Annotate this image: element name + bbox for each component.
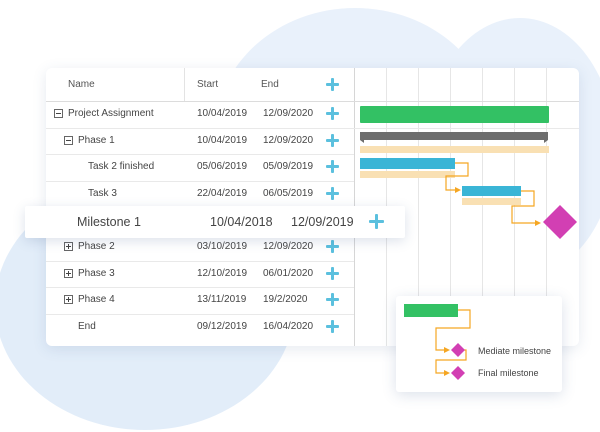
column-header-name[interactable]: Name <box>68 79 95 90</box>
add-subtask-button[interactable] <box>326 266 339 280</box>
task-end: 12/09/2020 <box>263 241 314 252</box>
add-subtask-button[interactable] <box>326 293 339 307</box>
table-row[interactable]: Phase 1 10/04/2019 12/09/2020 <box>46 128 354 156</box>
add-task-header-button[interactable] <box>326 78 339 91</box>
legend-panel: Mediate milestone Final milestone <box>396 296 562 392</box>
add-subtask-button[interactable] <box>326 319 339 333</box>
task-start: 10/04/2019 <box>197 134 248 146</box>
table-row[interactable]: Project Assignment 10/04/2019 12/09/2020 <box>46 101 354 129</box>
column-divider <box>184 68 185 101</box>
add-subtask-button[interactable] <box>326 133 339 147</box>
task-name: Phase 4 <box>78 294 115 306</box>
table-row[interactable]: Phase 4 13/11/2019 19/2/2020 <box>46 287 354 315</box>
expand-icon[interactable] <box>64 242 73 251</box>
collapse-icon[interactable] <box>54 109 63 118</box>
grid-header: Name Start End <box>46 68 579 102</box>
legend-final-label: Final milestone <box>478 368 539 378</box>
expand-icon[interactable] <box>64 295 73 305</box>
table-row[interactable]: Phase 3 12/10/2019 06/01/2020 <box>46 261 354 289</box>
task-end: 16/04/2020 <box>263 320 314 332</box>
task-start: 10/04/2019 <box>197 108 248 119</box>
milestone-start: 10/04/2018 <box>210 215 273 229</box>
column-header-start[interactable]: Start <box>197 79 219 90</box>
table-row[interactable]: Task 2 finished 05/06/2019 05/09/2019 <box>46 154 354 182</box>
table-row[interactable]: Phase 2 03/10/2019 12/09/2020 <box>46 234 354 262</box>
task-end: 06/01/2020 <box>263 267 314 279</box>
task-start: 22/04/2019 <box>197 187 248 199</box>
task-name: Phase 2 <box>78 241 115 252</box>
table-row[interactable]: End 09/12/2019 16/04/2020 <box>46 314 354 341</box>
task-name: Project Assignment <box>68 108 154 119</box>
task-end: 06/05/2019 <box>263 187 314 199</box>
add-subtask-button[interactable] <box>326 240 339 253</box>
task-start: 12/10/2019 <box>197 267 248 279</box>
task-end: 19/2/2020 <box>263 294 308 306</box>
task-end: 05/09/2019 <box>263 161 314 173</box>
task-start: 03/10/2019 <box>197 241 248 252</box>
timeline-gridline <box>482 68 483 346</box>
table-row[interactable]: Task 3 22/04/2019 06/05/2019 <box>46 181 354 209</box>
timeline-header-line <box>354 101 579 102</box>
add-subtask-button[interactable] <box>326 160 339 174</box>
task-name: Task 2 finished <box>88 161 155 173</box>
legend-mediate-label: Mediate milestone <box>478 346 552 356</box>
task-start: 09/12/2019 <box>197 320 248 332</box>
task-start: 13/11/2019 <box>197 294 247 306</box>
task-name: Phase 3 <box>78 267 115 279</box>
task-start: 05/06/2019 <box>197 161 248 173</box>
collapse-icon[interactable] <box>64 135 73 145</box>
add-subtask-button[interactable] <box>326 107 339 120</box>
column-header-end[interactable]: End <box>261 79 279 90</box>
timeline-row-line <box>354 127 579 129</box>
milestone-end: 12/09/2019 <box>291 215 354 229</box>
task-name: End <box>78 320 96 332</box>
task-end: 12/09/2020 <box>263 134 314 146</box>
add-subtask-button[interactable] <box>326 186 339 200</box>
timeline-gridline <box>418 68 419 346</box>
task-end: 12/09/2020 <box>263 108 314 119</box>
task-name: Task 3 <box>88 187 117 199</box>
timeline-gridline <box>450 68 451 346</box>
add-milestone-button[interactable] <box>369 214 384 229</box>
milestone-name: Milestone 1 <box>77 215 141 229</box>
milestone-row-popup[interactable]: Milestone 1 10/04/2018 12/09/2019 <box>25 206 405 238</box>
task-name: Phase 1 <box>78 134 115 146</box>
expand-icon[interactable] <box>64 268 73 278</box>
